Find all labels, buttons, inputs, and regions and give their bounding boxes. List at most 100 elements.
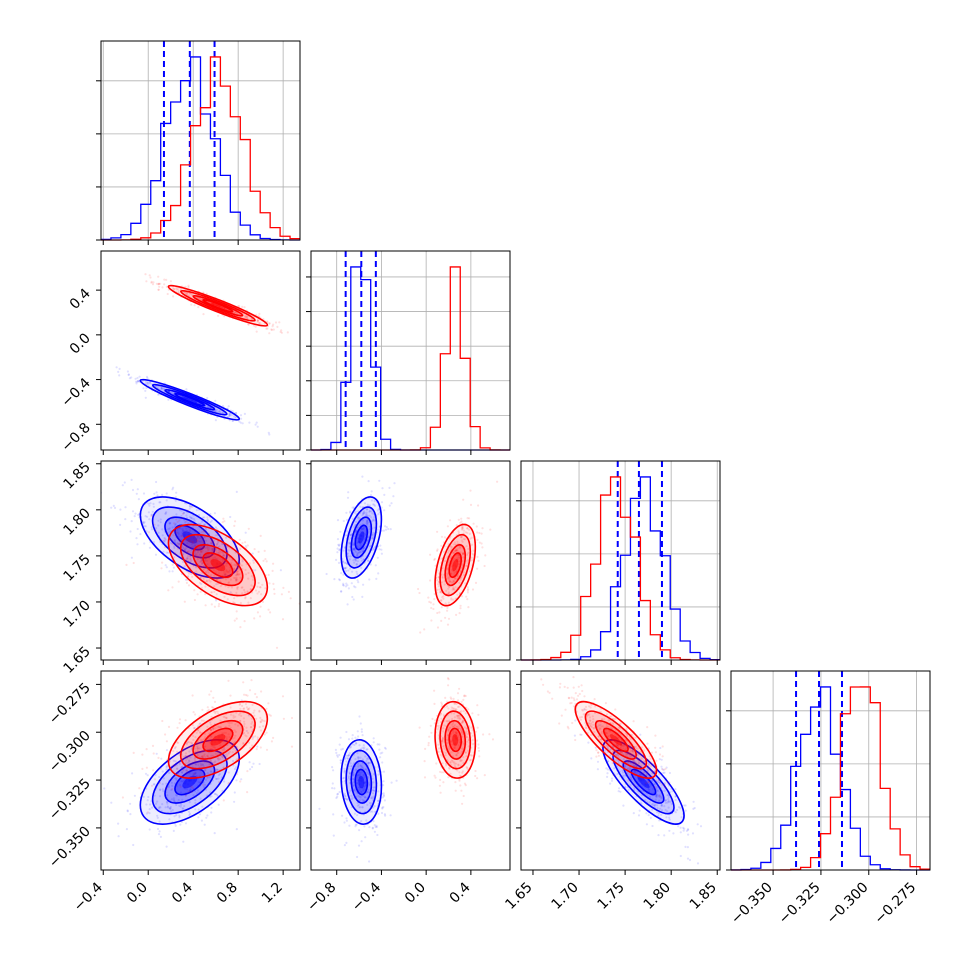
scatter-point [332, 813, 335, 816]
scatter-point [217, 541, 220, 544]
scatter-point [236, 548, 239, 551]
scatter-point [427, 744, 430, 747]
scatter-point [462, 552, 465, 555]
scatter-point [448, 578, 451, 581]
scatter-point [194, 713, 197, 716]
scatter-point [349, 533, 352, 537]
scatter-point [199, 560, 202, 564]
scatter-point [224, 738, 227, 741]
scatter-point [236, 570, 239, 573]
scatter-point [205, 580, 209, 583]
scatter-point [210, 770, 213, 774]
scatter-point [188, 745, 191, 748]
scatter-point [454, 586, 457, 589]
scatter-point [223, 748, 226, 751]
scatter-point [638, 809, 641, 812]
scatter-point [249, 746, 252, 750]
scatter-point [178, 761, 181, 764]
scatter-point [238, 572, 241, 576]
scatter-point [358, 550, 361, 554]
scatter-point [258, 725, 261, 729]
scatter-point [344, 769, 347, 772]
scatter-point [352, 542, 355, 545]
scatter-point [176, 288, 179, 291]
scatter-point [461, 527, 464, 530]
scatter-point [210, 519, 213, 522]
scatter-point [150, 784, 154, 787]
scatter-point [200, 819, 203, 822]
scatter-point [206, 754, 209, 757]
scatter-point [351, 737, 354, 740]
scatter-point [436, 626, 440, 629]
scatter-point [268, 322, 271, 325]
scatter-point [352, 784, 355, 787]
scatter-point [366, 507, 369, 511]
scatter-point [142, 387, 145, 390]
scatter-point [158, 501, 161, 504]
scatter-point [255, 421, 258, 424]
scatter-point [446, 574, 449, 577]
scatter-point [250, 726, 253, 729]
scatter-point [370, 802, 373, 805]
scatter-point [213, 574, 216, 577]
scatter-point [173, 287, 176, 291]
scatter-point [350, 765, 353, 768]
scatter-point [433, 598, 436, 601]
scatter-point [354, 559, 357, 562]
scatter-point [452, 697, 455, 701]
scatter-point [182, 840, 185, 843]
scatter-point [456, 540, 459, 543]
scatter-point [349, 510, 352, 513]
scatter-point [126, 370, 129, 373]
scatter-point [165, 492, 168, 495]
scatter-point [378, 479, 381, 482]
scatter-point [342, 573, 345, 576]
scatter-point [259, 615, 262, 618]
scatter-point [345, 730, 348, 734]
scatter-point [248, 689, 252, 692]
scatter-point [342, 584, 345, 587]
scatter-point [214, 712, 217, 715]
scatter-point [462, 556, 465, 559]
scatter-point [216, 543, 219, 546]
scatter-point [351, 595, 354, 599]
scatter-point [378, 743, 381, 746]
scatter-point [376, 556, 379, 559]
scatter-point [604, 702, 608, 705]
scatter-point [162, 790, 165, 793]
scatter-point [343, 844, 346, 847]
scatter-point [574, 719, 577, 722]
scatter-point [446, 606, 449, 610]
scatter-point [456, 556, 459, 559]
scatter-point [465, 560, 468, 563]
scatter-point [216, 768, 219, 771]
scatter-point [395, 779, 398, 782]
scatter-point [696, 862, 700, 865]
scatter-point [466, 598, 469, 601]
scatter-point [258, 710, 261, 713]
scatter-point [214, 526, 217, 529]
scatter-point [199, 576, 202, 579]
scatter-point [187, 584, 191, 587]
scatter-point [161, 783, 164, 786]
scatter-point [176, 767, 179, 770]
scatter-point [351, 543, 354, 547]
scatter-point [239, 576, 242, 579]
scatter-point [371, 826, 374, 829]
scatter-point [130, 520, 133, 523]
scatter-point [175, 777, 178, 780]
scatter-point [256, 611, 259, 614]
scatter-point [218, 780, 221, 784]
scatter-point [243, 306, 246, 309]
scatter-point [161, 528, 164, 531]
scatter-point [256, 745, 259, 748]
scatter-point [243, 693, 246, 696]
scatter-point [155, 480, 158, 484]
scatter-point [242, 707, 245, 710]
scatter-point [229, 694, 232, 697]
scatter-point [210, 728, 213, 732]
scatter-point [155, 802, 158, 805]
scatter-point [202, 542, 206, 545]
scatter-point [146, 381, 150, 384]
scatter-point [259, 586, 262, 589]
